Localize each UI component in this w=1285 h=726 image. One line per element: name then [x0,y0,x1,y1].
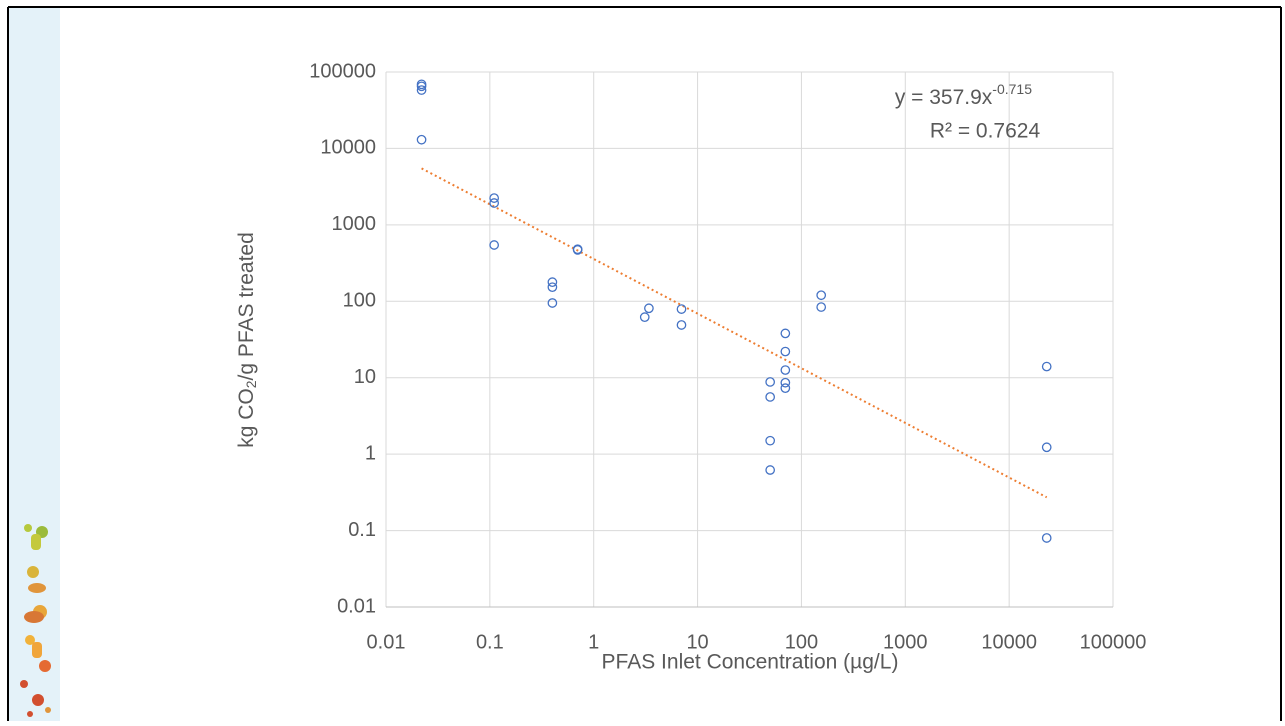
point [1041,533,1052,543]
point [765,465,776,475]
plot-area: 0.01 0.1 1 10 100 1000 10000 100000 0.01 0.1 1 10 10… [309,60,1146,653]
point [765,435,776,446]
x-tick-label: 1 [588,631,599,653]
point [644,303,654,314]
point [489,193,500,203]
point [416,81,427,92]
point [780,377,791,388]
y-tick-label: 100 [343,290,376,312]
point [547,277,558,287]
point [416,134,427,145]
y-label-subscript: 2 [243,380,259,388]
point [547,282,558,293]
r-squared: R² = 0.7624 [930,120,1041,143]
point [1041,442,1052,453]
x-tick-label: 0.1 [476,631,504,653]
x-tick-label: 0.01 [367,631,406,653]
point [780,328,791,339]
point [1041,361,1052,372]
point [765,392,776,402]
point [816,302,827,312]
point [547,298,558,308]
y-tick-label: 0.01 [337,595,376,617]
point [780,346,791,357]
x-tick-label: 10 [686,631,708,653]
decoration [20,524,51,717]
point [572,245,583,255]
y-tick-label: 10 [354,366,376,388]
x-tick-label: 1000 [883,631,928,653]
point [489,240,500,250]
point [676,304,687,314]
x-tick-label: 100000 [1080,631,1147,653]
point [780,365,791,375]
point [489,198,500,208]
equation-base: y = 357.9x [895,86,993,109]
y-tick-label: 0.1 [348,519,376,541]
x-tick-label: 10000 [981,631,1037,653]
x-axis-label: PFAS Inlet Concentration (µg/L) [602,651,899,674]
y-tick-label: 100000 [309,60,376,82]
point [816,290,827,301]
y-tick-label: 1000 [332,213,377,235]
y-tick-label: 1 [365,442,376,464]
y-tick-label: 10000 [320,137,376,159]
point [780,383,791,394]
point [765,377,776,387]
point [416,85,427,95]
x-tick-label: 100 [785,631,818,653]
point [676,320,687,330]
equation: y = 357.9x-0.715 [895,81,1032,109]
y-axis-label: kg CO2/g PFAS treated [235,232,259,448]
y-label-part: kg CO [235,388,258,448]
equation-exponent: -0.715 [992,81,1032,97]
side-strip [8,8,60,721]
y-label-part: /g PFAS treated [235,232,258,380]
point [639,312,650,323]
